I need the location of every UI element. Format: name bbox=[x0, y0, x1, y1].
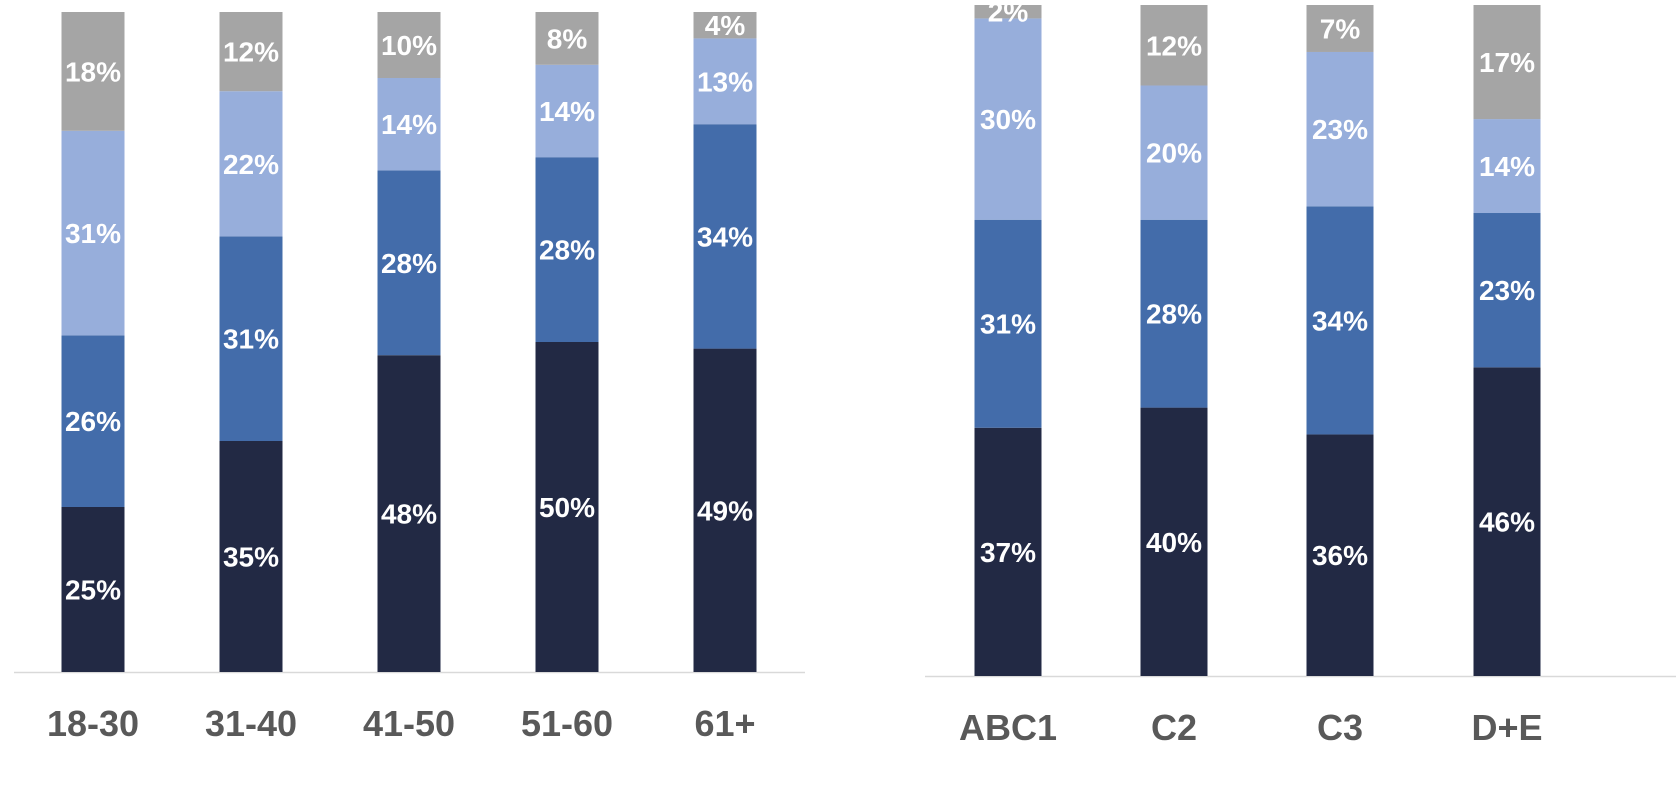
bar-segment-61--s2 bbox=[693, 124, 757, 349]
data-label: 31% bbox=[223, 324, 279, 355]
data-label: 2% bbox=[988, 0, 1029, 28]
bar-segment-d-e-s1 bbox=[1473, 367, 1541, 676]
data-label: 13% bbox=[697, 66, 753, 97]
bar-segment-c3-s1 bbox=[1306, 434, 1374, 676]
bar-segment-18-30-s1 bbox=[61, 507, 125, 672]
data-label: 4% bbox=[705, 10, 746, 41]
bar-segment-c2-s3 bbox=[1140, 85, 1208, 220]
data-label: 40% bbox=[1146, 527, 1202, 558]
bar-segment-abc1-s3 bbox=[974, 18, 1042, 220]
bar-segment-41-50-s1 bbox=[377, 355, 441, 672]
data-label: 28% bbox=[539, 235, 595, 266]
data-label: 18% bbox=[65, 56, 121, 87]
bar-segment-abc1-s2 bbox=[974, 219, 1042, 428]
data-label: 22% bbox=[223, 149, 279, 180]
data-label: 23% bbox=[1479, 275, 1535, 306]
data-label: 35% bbox=[223, 542, 279, 573]
bar-segment-61--s3 bbox=[693, 38, 757, 125]
data-label: 14% bbox=[539, 96, 595, 127]
bar-segment-c3-s4 bbox=[1306, 5, 1374, 52]
data-label: 25% bbox=[65, 575, 121, 606]
bar-segment-41-50-s3 bbox=[377, 78, 441, 171]
category-label: 51-60 bbox=[521, 703, 613, 744]
bar-segment-d-e-s4 bbox=[1473, 5, 1541, 120]
category-label: 18-30 bbox=[47, 703, 139, 744]
category-label: 41-50 bbox=[363, 703, 455, 744]
category-label: ABC1 bbox=[959, 707, 1057, 748]
bar-segment-d-e-s3 bbox=[1473, 119, 1541, 214]
category-label: C3 bbox=[1317, 707, 1363, 748]
bar-segment-18-30-s3 bbox=[61, 130, 125, 336]
bar-segment-abc1-s1 bbox=[974, 427, 1042, 676]
data-label: 30% bbox=[980, 104, 1036, 135]
bar-segment-18-30-s2 bbox=[61, 335, 125, 507]
bar-segment-31-40-s1 bbox=[219, 441, 283, 672]
bar-segment-d-e-s2 bbox=[1473, 213, 1541, 368]
data-label: 23% bbox=[1312, 114, 1368, 145]
chart-2: 37% 31% 30% 2% ABC1 40% 28% 20% 12% C2 36% 34% 23% 7%… bbox=[925, 0, 1676, 748]
bar-segment-41-50-s4 bbox=[377, 12, 441, 78]
bar-segment-61--s1 bbox=[693, 348, 757, 672]
data-label: 46% bbox=[1479, 507, 1535, 538]
data-label: 34% bbox=[697, 221, 753, 252]
data-label: 36% bbox=[1312, 540, 1368, 571]
data-label: 20% bbox=[1146, 138, 1202, 169]
bar-segment-c3-s2 bbox=[1306, 206, 1374, 435]
data-label: 7% bbox=[1320, 13, 1361, 44]
bar-segment-c2-s4 bbox=[1140, 5, 1208, 86]
chart-1: 25% 26% 31% 18% 18-30 35% 31% 22% 12% 31-40 48% 28%… bbox=[14, 10, 805, 744]
data-label: 48% bbox=[381, 499, 437, 530]
data-label: 31% bbox=[980, 309, 1036, 340]
bar-segment-c2-s1 bbox=[1140, 407, 1208, 676]
bar-segment-c3-s3 bbox=[1306, 51, 1374, 207]
data-label: 12% bbox=[223, 37, 279, 68]
category-label: 61+ bbox=[694, 703, 755, 744]
data-label: 14% bbox=[381, 109, 437, 140]
data-label: 49% bbox=[697, 495, 753, 526]
bar-segment-61--s4 bbox=[693, 12, 757, 39]
data-label: 37% bbox=[980, 537, 1036, 568]
data-label: 26% bbox=[65, 406, 121, 437]
bar-segment-abc1-s4 bbox=[974, 5, 1042, 19]
category-label: D+E bbox=[1471, 707, 1542, 748]
category-label: 31-40 bbox=[205, 703, 297, 744]
data-label: 17% bbox=[1479, 47, 1535, 78]
bar-segment-31-40-s2 bbox=[219, 236, 283, 441]
data-label: 50% bbox=[539, 492, 595, 523]
data-label: 10% bbox=[381, 30, 437, 61]
bar-segment-41-50-s2 bbox=[377, 170, 441, 356]
bar-segment-51-60-s1 bbox=[535, 342, 599, 672]
data-label: 8% bbox=[547, 23, 588, 54]
bar-segment-51-60-s4 bbox=[535, 12, 599, 65]
data-label: 28% bbox=[381, 248, 437, 279]
data-label: 28% bbox=[1146, 299, 1202, 330]
data-label: 34% bbox=[1312, 305, 1368, 336]
data-label: 12% bbox=[1146, 30, 1202, 61]
bar-segment-31-40-s3 bbox=[219, 91, 283, 237]
bar-segment-c2-s2 bbox=[1140, 219, 1208, 408]
bar-segment-51-60-s3 bbox=[535, 64, 599, 158]
bar-segment-51-60-s2 bbox=[535, 157, 599, 342]
category-label: C2 bbox=[1151, 707, 1197, 748]
bar-segment-31-40-s4 bbox=[219, 12, 283, 92]
bar-segment-18-30-s4 bbox=[61, 12, 125, 131]
data-label: 14% bbox=[1479, 151, 1535, 182]
data-label: 31% bbox=[65, 218, 121, 249]
